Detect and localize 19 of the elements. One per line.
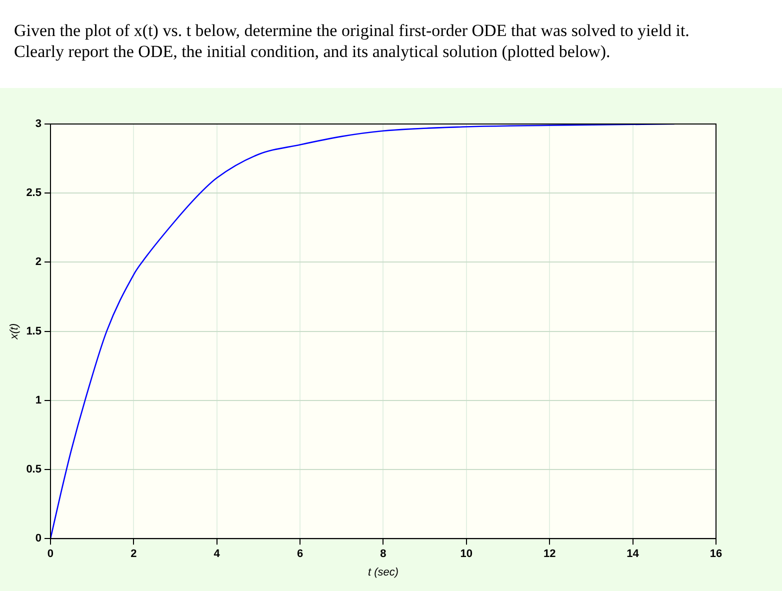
y-axis-title: x(t) [8,323,21,340]
x-tick-label: 16 [710,548,722,560]
y-tick-label: 2.5 [26,187,42,200]
x-tick-label: 10 [460,548,473,560]
y-tick-label: 0.5 [26,464,42,476]
x-tick-label: 4 [214,548,221,560]
chart-title: Given the plot of x(t) vs. t below, determine the original first-order ODE that was solved to yield it. Clearly report the ODE, the initial condition, and its analytical solution (plotted below). [13,20,690,63]
y-tick-label: 1.5 [26,325,42,338]
y-tick-label: 1 [35,394,42,406]
x-tick-label: 0 [47,548,54,560]
x-tick-label: 8 [380,548,386,560]
x-tick-label: 2 [130,548,137,560]
y-tick-label: 0 [35,532,42,545]
y-tick-label: 2 [35,256,42,268]
x-tick-label: 14 [626,548,640,560]
x-axis-title: t (sec) [368,566,399,578]
y-tick-label: 3 [35,118,42,130]
x-tick-label: 12 [544,548,556,560]
x-tick-label: 6 [296,548,304,560]
